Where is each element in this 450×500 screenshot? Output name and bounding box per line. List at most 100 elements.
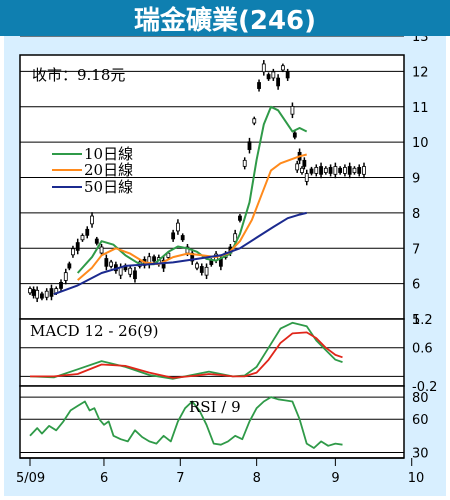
y-tick-macd: 1.2: [412, 313, 433, 328]
y-tick-macd: -0.2: [412, 380, 437, 395]
chart-frame: 10日線 20日線 50日線 收市：9.18元 MACD 12 - 26(9) …: [4, 36, 446, 496]
price-candle-body: [63, 272, 68, 281]
price-candle-body: [295, 163, 300, 171]
price-candle-body: [94, 238, 99, 244]
series-RSI: [29, 396, 343, 449]
price-candle-body: [59, 281, 63, 289]
y-tick-price: 6: [412, 278, 420, 293]
x-tick-label: 6: [100, 471, 108, 486]
price-candle-body: [44, 290, 49, 298]
x-tick-label: 10: [408, 471, 425, 486]
y-tick-rsi: 60: [412, 413, 429, 428]
price-candle-body: [133, 270, 137, 280]
price-candle-body: [266, 74, 271, 80]
macd-title: MACD 12 - 26(9): [30, 322, 159, 340]
price-candle-body: [152, 256, 156, 262]
price-candle-body: [31, 289, 36, 296]
y-axis-price: 5 6 7 8 9 10 11 12 13: [412, 36, 429, 328]
y-tick-rsi: 80: [412, 391, 429, 406]
price-candle-body: [104, 258, 109, 267]
price-candle-body: [352, 167, 357, 173]
y-tick-price: 9: [412, 172, 420, 187]
price-candle-body: [357, 167, 362, 174]
price-candle-body: [80, 235, 85, 241]
price-candle-body: [300, 167, 304, 173]
price-candle-body: [199, 266, 204, 273]
price-candle-body: [319, 166, 323, 175]
price-candle-body: [128, 267, 133, 275]
y-tick-price: 12: [412, 65, 429, 80]
price-candle-body: [40, 293, 44, 299]
y-tick-price: 10: [412, 136, 429, 151]
price-candle-body: [35, 289, 40, 299]
y-tick-price: 13: [412, 36, 429, 45]
x-tick-label: 5/09: [16, 471, 45, 486]
y-axis-rsi: 80 60 30: [412, 391, 429, 461]
price-candle-body: [166, 252, 171, 258]
legend-50d-label: 50日線: [84, 178, 133, 196]
price-candle-body: [109, 261, 114, 267]
price-candle-body: [49, 288, 54, 297]
price-candle-body: [347, 166, 352, 175]
series-50日線: [53, 211, 307, 296]
rsi-title: RSI / 9: [189, 398, 241, 416]
legend: 10日線 20日線 50日線: [52, 145, 133, 196]
y-tick-rsi: 30: [412, 446, 429, 461]
series-10日線: [76, 105, 308, 274]
y-axis-macd: 1.2 0.6 -0.2: [412, 313, 437, 395]
price-candle-body: [242, 159, 247, 167]
x-axis: 5/09 6 7 8 9 10: [16, 457, 425, 486]
price-candle-body: [271, 71, 276, 79]
price-candle-body: [71, 248, 75, 256]
page-title: 瑞金礦業(246): [0, 0, 450, 36]
x-tick-label: 7: [176, 471, 184, 486]
price-candle-body: [180, 235, 185, 241]
price-candle-body: [292, 132, 297, 138]
x-tick-label: 9: [331, 471, 339, 486]
price-candle-body: [309, 168, 314, 174]
y-tick-macd: 0.6: [412, 342, 433, 357]
price-candle-body: [302, 159, 307, 167]
stock-chart: 10日線 20日線 50日線 收市：9.18元 MACD 12 - 26(9) …: [16, 36, 437, 486]
price-candle-body: [314, 167, 319, 174]
x-tick-label: 8: [253, 471, 261, 486]
price-candle-body: [99, 246, 104, 254]
price-candle-body: [328, 167, 333, 174]
legend-10d-label: 10日線: [84, 145, 133, 163]
price-candle-body: [304, 173, 309, 182]
price-panel: 10日線 20日線 50日線 收市：9.18元: [19, 36, 405, 320]
price-candle-body: [195, 263, 199, 269]
price-candle-body: [90, 215, 94, 225]
price-candle-body: [257, 82, 261, 89]
price-candle-body: [362, 166, 366, 175]
price-candle-body: [247, 141, 252, 150]
price-candle-body: [238, 215, 242, 221]
price-candle-body: [323, 167, 328, 173]
price-candle-body: [285, 71, 290, 79]
legend-20d-label: 20日線: [84, 161, 133, 179]
price-candle-body: [280, 65, 285, 71]
price-candle-body: [261, 63, 266, 73]
y-tick-price: 11: [412, 101, 429, 116]
price-candle-body: [176, 222, 180, 232]
price-title: 收市：9.18元: [32, 66, 125, 84]
price-candle-body: [204, 266, 209, 276]
rsi-plot-area: [19, 385, 405, 459]
price-candle-body: [28, 288, 32, 294]
price-candle-body: [333, 166, 338, 175]
price-candle-body: [343, 167, 347, 174]
price-candle-body: [338, 167, 343, 173]
price-candle-body: [252, 118, 257, 124]
macd-panel: MACD 12 - 26(9): [19, 318, 405, 387]
rsi-panel: RSI / 9: [19, 385, 405, 459]
price-candle-body: [75, 242, 80, 251]
price-candle-body: [67, 263, 72, 269]
series-Signal: [30, 331, 343, 379]
price-candle-body: [85, 228, 90, 236]
price-candle-body: [276, 77, 281, 87]
y-tick-price: 7: [412, 242, 420, 257]
y-tick-price: 8: [412, 207, 420, 222]
price-candle-body: [290, 105, 295, 115]
y-tick-price: 5: [412, 313, 420, 328]
price-candle-body: [171, 232, 176, 240]
